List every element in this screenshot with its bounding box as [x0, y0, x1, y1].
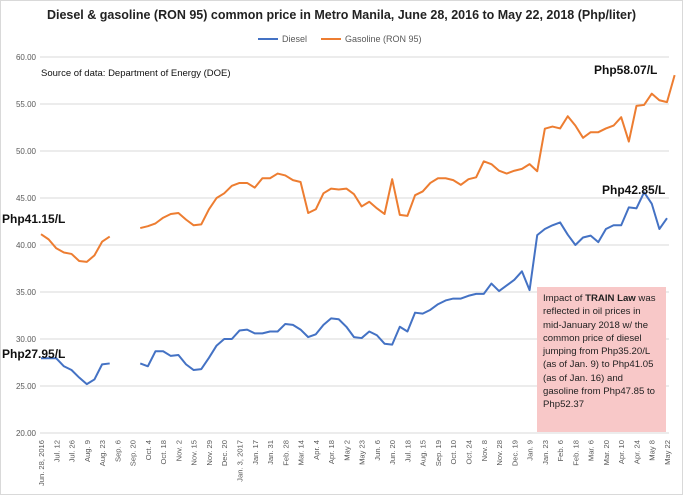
y-tick-label: 45.00	[16, 194, 37, 203]
y-tick-label: 50.00	[16, 147, 37, 156]
x-tick-label: Oct. 24	[465, 440, 474, 464]
legend-item-diesel: Diesel	[258, 34, 307, 44]
chart-title: Diesel & gasoline (RON 95) common price …	[46, 8, 637, 22]
x-tick-label: Nov. 28	[495, 440, 504, 466]
legend-swatch-gasoline	[321, 38, 342, 40]
x-tick-label: Feb. 18	[571, 440, 580, 466]
y-tick-label: 35.00	[16, 288, 37, 297]
y-tick-label: 55.00	[16, 100, 37, 109]
series-line-diesel	[41, 357, 110, 386]
x-tick-label: Jul. 26	[68, 440, 77, 462]
x-tick-label: Nov. 29	[205, 440, 214, 466]
x-tick-label: Jul. 12	[52, 440, 61, 462]
label-diesel-end: Php42.85/L	[602, 183, 666, 197]
legend-swatch-diesel	[258, 38, 278, 40]
x-tick-label: Sep. 6	[113, 440, 122, 462]
x-tick-label: Sep. 20	[129, 440, 138, 466]
train-law-note: Impact of TRAIN Law was reflected in oil…	[537, 287, 666, 432]
y-tick-label: 60.00	[16, 53, 37, 62]
x-tick-label: May 2	[342, 440, 351, 461]
legend: Diesel Gasoline (RON 95)	[258, 34, 422, 44]
x-tick-label: Oct. 4	[144, 440, 153, 460]
x-tick-label: Nov. 8	[480, 440, 489, 461]
x-tick-label: Aug. 9	[83, 440, 92, 462]
label-gasoline-start: Php41.15/L	[2, 212, 66, 226]
x-tick-label: Feb. 28	[281, 440, 290, 466]
x-tick-label: Jan. 9	[526, 440, 535, 461]
source-note: Source of data: Department of Energy (DO…	[41, 68, 231, 79]
x-tick-label: Sep. 19	[434, 440, 443, 466]
x-tick-label: Jan. 3, 2017	[235, 440, 244, 482]
x-tick-label: Jun. 28, 2016	[37, 440, 46, 486]
x-tick-label: Feb. 6	[556, 440, 565, 462]
x-tick-label: Dec. 20	[220, 440, 229, 466]
series-line-diesel	[139, 191, 668, 372]
x-tick-label: Dec. 19	[510, 440, 519, 466]
legend-item-gasoline: Gasoline (RON 95)	[321, 34, 422, 44]
x-tick-label: Jan. 31	[266, 440, 275, 465]
x-tick-label: Mar. 6	[587, 440, 596, 461]
y-tick-label: 30.00	[16, 335, 37, 344]
series-line-gasoline	[140, 74, 676, 230]
label-diesel-start: Php27.95/L	[2, 347, 66, 361]
x-tick-label: Nov. 15	[190, 440, 199, 466]
series-line-gasoline	[40, 233, 111, 263]
x-tick-label: May 8	[648, 440, 657, 461]
x-tick-label: May 23	[358, 440, 367, 465]
x-tick-label: Apr. 4	[312, 440, 321, 460]
x-tick-label: Nov. 2	[174, 440, 183, 461]
x-tick-label: Apr. 24	[632, 440, 641, 464]
x-tick-label: Apr. 10	[617, 440, 626, 464]
x-tick-label: Oct. 10	[449, 440, 458, 464]
x-tick-label: Jul. 18	[403, 440, 412, 462]
x-tick-label: Mar. 20	[602, 440, 611, 465]
x-tick-label: May 22	[663, 440, 672, 465]
note-text-bold: TRAIN Law	[585, 293, 636, 304]
legend-label-gasoline: Gasoline (RON 95)	[345, 34, 422, 44]
x-tick-label: Jun. 6	[373, 440, 382, 461]
y-tick-label: 40.00	[16, 241, 37, 250]
x-tick-label: Jan. 23	[541, 440, 550, 465]
x-tick-label: Oct. 18	[159, 440, 168, 464]
legend-label-diesel: Diesel	[282, 34, 308, 44]
x-tick-label: Mar. 14	[297, 440, 306, 465]
y-tick-label: 20.00	[16, 429, 37, 438]
label-gasoline-end: Php58.07/L	[594, 63, 658, 77]
x-tick-label: Jan. 17	[251, 440, 260, 465]
x-tick-label: Jun. 20	[388, 440, 397, 465]
note-text-pre: Impact of	[543, 293, 586, 304]
y-tick-label: 25.00	[16, 382, 37, 391]
x-tick-label: Apr. 18	[327, 440, 336, 464]
note-text-post: was reflected in oil prices in mid-Janua…	[543, 293, 656, 411]
x-tick-label: Aug. 15	[419, 440, 428, 466]
x-tick-label: Aug. 23	[98, 440, 107, 466]
